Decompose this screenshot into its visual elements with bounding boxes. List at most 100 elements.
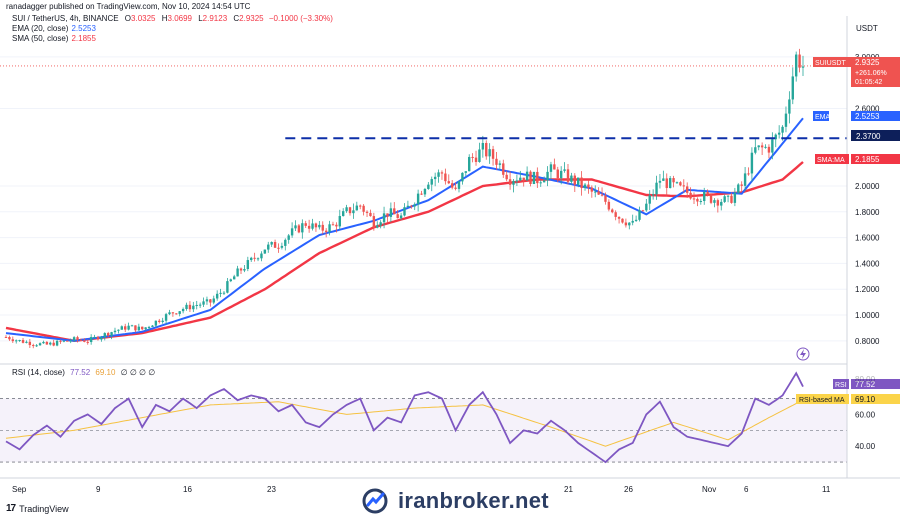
rsi-axis-tick-hidden: 80.00 — [855, 375, 876, 384]
candle-body — [229, 279, 232, 282]
candle-body — [137, 326, 141, 331]
ema-tag-value: 2.5253 — [855, 112, 880, 121]
candle-body — [307, 225, 311, 229]
rsi-axis[interactable]: 60.00 40.00 — [855, 410, 876, 451]
candle-body — [304, 223, 307, 226]
candle-body — [284, 239, 287, 246]
candle-body — [246, 260, 250, 269]
rsi-legend-extra: ∅ ∅ ∅ ∅ — [120, 368, 156, 377]
candle-body — [32, 345, 35, 347]
candle-body — [362, 205, 365, 212]
candle-body — [161, 320, 164, 322]
candle-body — [655, 182, 658, 195]
candle-body — [617, 216, 621, 219]
candle-body — [158, 320, 161, 322]
watermark-logo-icon — [362, 488, 388, 514]
symbol-legend[interactable]: SUI / TetherUS, 4h, BINANCE O3.0325 H3.0… — [12, 14, 333, 23]
candle-body — [154, 320, 158, 326]
candle-body — [788, 99, 791, 114]
candle-body — [328, 224, 331, 232]
candle-body — [209, 299, 212, 303]
ohlc-open-value: 3.0325 — [131, 14, 156, 23]
candle-body — [297, 225, 301, 233]
candle-body — [52, 342, 55, 346]
candle-body — [205, 299, 209, 302]
tradingview-logo[interactable]: 17 TradingView — [6, 503, 69, 514]
rsi-ma-legend-value: 69.10 — [95, 368, 116, 377]
candle-body — [15, 340, 18, 342]
candle-body — [594, 191, 597, 193]
candle-body — [127, 325, 130, 330]
candle-body — [103, 333, 106, 338]
candle-body — [181, 308, 185, 312]
tradingview-logo-icon: 17 — [6, 503, 16, 514]
candle-body — [413, 204, 416, 207]
candle-body — [723, 196, 726, 202]
lightning-icon[interactable] — [796, 347, 810, 361]
candle-body — [359, 205, 362, 207]
candle-body — [338, 216, 341, 227]
candle-body — [536, 171, 539, 184]
candle-body — [18, 340, 21, 342]
rsi-ma-tag-value: 69.10 — [855, 395, 876, 404]
time-axis-tick: Nov — [702, 485, 716, 494]
candle-body — [280, 245, 284, 248]
candle-body — [55, 340, 59, 346]
candle-body — [168, 312, 171, 315]
candle-body — [147, 326, 151, 328]
time-axis[interactable]: Sep 9 16 23 21 26 Nov 6 11 — [12, 485, 831, 494]
candle-body — [607, 201, 611, 210]
ohlc-low-label: L — [198, 14, 203, 23]
candle-body — [614, 212, 617, 217]
candle-body — [120, 326, 124, 330]
ema-legend[interactable]: EMA (20, close) 2.5253 — [12, 24, 96, 33]
candle-body — [468, 156, 471, 172]
candle-body — [774, 134, 777, 140]
candle-body — [512, 180, 515, 185]
candle-body — [645, 203, 648, 211]
candle-body — [577, 177, 580, 185]
candle-body — [624, 222, 628, 226]
candle-body — [164, 314, 168, 321]
candle-body — [399, 215, 403, 219]
candle-body — [747, 173, 750, 175]
candle-body — [740, 184, 743, 186]
candle-body — [396, 214, 399, 219]
rsi-axis-tick: 40.00 — [855, 442, 876, 451]
candle-body — [406, 205, 410, 208]
candle-body — [515, 180, 519, 182]
candle-body — [427, 184, 430, 189]
candle-body — [250, 257, 253, 261]
symbol-name[interactable]: SUI / TetherUS, 4h, BINANCE — [12, 14, 119, 23]
candle-body — [522, 177, 525, 181]
rsi-legend[interactable]: RSI (14, close) 77.52 69.10 ∅ ∅ ∅ ∅ — [12, 368, 155, 377]
ohlc-high-label: H — [161, 14, 168, 23]
candle-body — [134, 325, 137, 331]
sma-tag: SMA:MA 2.1855 — [815, 154, 900, 164]
candle-body — [45, 341, 49, 345]
ohlc-open-label: O — [124, 14, 132, 23]
candle-body — [256, 258, 260, 260]
price-axis-tick: 2.6000 — [855, 105, 880, 114]
ema-legend-value: 2.5253 — [71, 24, 96, 33]
candle-body — [590, 187, 594, 192]
candle-body — [760, 145, 764, 148]
candle-body — [423, 188, 427, 195]
candle-body — [651, 194, 655, 196]
candle-body — [175, 313, 178, 315]
candle-body — [355, 205, 359, 211]
candle-body — [621, 218, 624, 223]
candle-body — [764, 146, 767, 148]
rsi-axis-tick: 60.00 — [855, 410, 876, 419]
ema-legend-label: EMA (20, close) — [12, 24, 69, 33]
price-axis-tick: 1.0000 — [855, 311, 880, 320]
candle-body — [726, 195, 730, 197]
candle-body — [233, 276, 236, 280]
candle-body — [301, 223, 304, 233]
time-axis-tick: 16 — [183, 485, 192, 494]
sma-legend[interactable]: SMA (50, close) 2.1855 — [12, 34, 96, 43]
candle-body — [542, 180, 546, 183]
sma50-line — [5, 161, 804, 343]
candle-body — [144, 327, 147, 330]
